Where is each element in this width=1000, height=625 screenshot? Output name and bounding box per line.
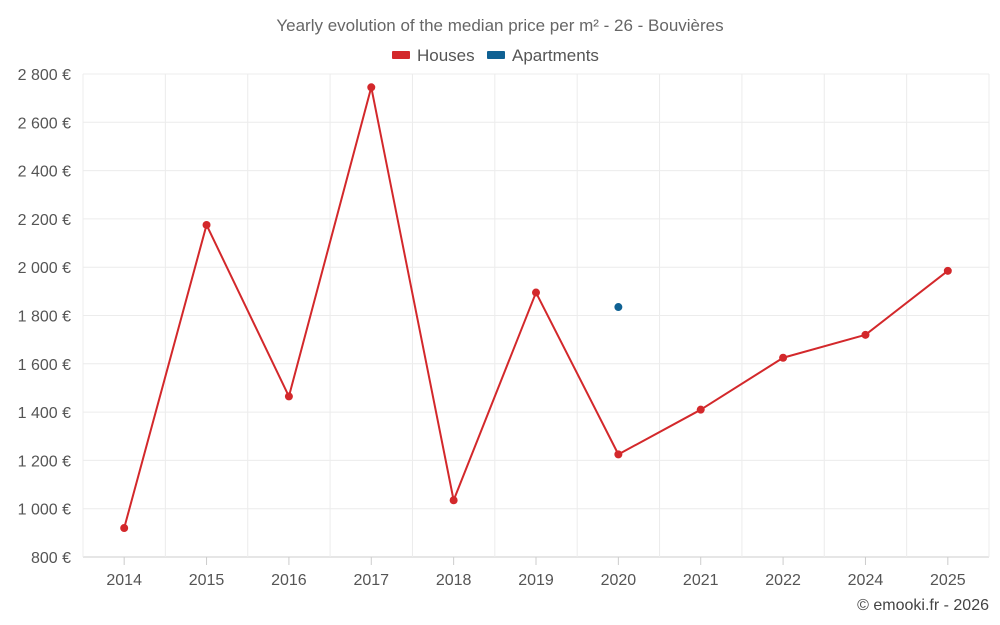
houses-point[interactable] xyxy=(120,524,129,533)
y-tick-label: 2 000 € xyxy=(18,260,71,277)
y-tick-label: 1 000 € xyxy=(18,502,71,519)
y-tick-label: 1 600 € xyxy=(18,357,71,374)
y-tick-label: 1 200 € xyxy=(18,453,71,470)
x-tick-label: 2017 xyxy=(353,572,389,589)
x-tick-label: 2019 xyxy=(518,572,554,589)
y-tick-label: 1 800 € xyxy=(18,309,71,326)
x-tick-label: 2015 xyxy=(189,572,225,589)
y-tick-label: 1 400 € xyxy=(18,405,71,422)
y-axis: 800 € 1 000 € 1 200 € 1 400 € 1 600 € 1 800 €… xyxy=(18,67,71,567)
houses-point[interactable] xyxy=(779,353,788,362)
apartments-point[interactable] xyxy=(614,303,623,312)
x-tick-label: 2018 xyxy=(436,572,472,589)
chart-title: Yearly evolution of the median price per… xyxy=(276,16,723,35)
y-tick-label: 2 600 € xyxy=(18,115,71,132)
x-tick-label: 2014 xyxy=(106,572,142,589)
y-tick-label: 2 200 € xyxy=(18,212,71,229)
legend-label: Apartments xyxy=(512,46,599,65)
y-tick-label: 2 800 € xyxy=(18,67,71,84)
legend-item-apartments[interactable]: Apartments xyxy=(487,46,599,65)
x-tick-label: 2022 xyxy=(765,572,801,589)
houses-point[interactable] xyxy=(284,392,293,401)
x-tick-label: 2025 xyxy=(930,572,966,589)
grid xyxy=(82,73,990,558)
houses-point[interactable] xyxy=(943,266,952,275)
legend-label: Houses xyxy=(417,46,475,65)
houses-point[interactable] xyxy=(614,450,623,459)
x-tick-label: 2021 xyxy=(683,572,719,589)
x-tick-label: 2016 xyxy=(271,572,307,589)
x-axis: 2014 2015 2016 2017 2018 2019 2020 2021 2022 2024… xyxy=(106,557,966,589)
houses-point[interactable] xyxy=(696,405,705,414)
legend: Houses Apartments xyxy=(392,46,599,65)
y-tick-label: 800 € xyxy=(31,550,71,567)
houses-point[interactable] xyxy=(532,288,540,297)
houses-point[interactable] xyxy=(449,496,458,505)
houses-point[interactable] xyxy=(367,83,376,92)
legend-swatch xyxy=(392,51,410,59)
legend-item-houses[interactable]: Houses xyxy=(392,46,475,65)
legend-swatch xyxy=(487,51,505,59)
houses-point[interactable] xyxy=(202,220,211,229)
plot-area xyxy=(120,83,952,533)
credit: © emooki.fr - 2026 xyxy=(857,597,989,614)
y-tick-label: 2 400 € xyxy=(18,164,71,181)
houses-point[interactable] xyxy=(861,330,870,339)
x-tick-label: 2020 xyxy=(601,572,637,589)
x-tick-label: 2024 xyxy=(848,572,884,589)
